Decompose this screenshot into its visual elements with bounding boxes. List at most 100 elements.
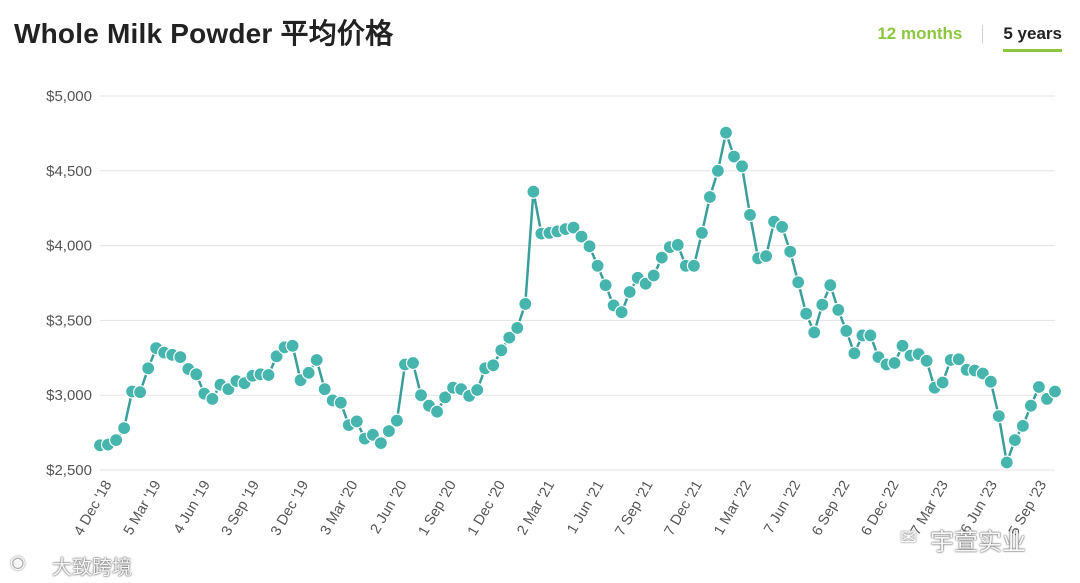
data-point[interactable] bbox=[799, 306, 814, 321]
y-tick-label: $4,500 bbox=[46, 163, 92, 180]
x-tick-label: 1 Mar '22 bbox=[711, 478, 755, 538]
data-point[interactable] bbox=[189, 367, 204, 382]
data-point[interactable] bbox=[807, 325, 822, 340]
data-point[interactable] bbox=[116, 421, 132, 436]
data-point[interactable] bbox=[598, 278, 613, 293]
data-point[interactable] bbox=[991, 409, 1006, 424]
x-tick-label: 1 Dec '20 bbox=[465, 478, 509, 539]
x-tick-label: 2 Mar '21 bbox=[514, 478, 558, 538]
data-point[interactable] bbox=[510, 320, 525, 335]
data-point[interactable] bbox=[686, 258, 702, 273]
data-point[interactable] bbox=[983, 374, 998, 389]
data-point[interactable] bbox=[774, 219, 790, 234]
data-point[interactable] bbox=[622, 284, 637, 300]
data-point[interactable] bbox=[847, 346, 862, 361]
x-tick-label: 4 Dec '18 bbox=[71, 478, 115, 539]
x-tick-label: 7 Jun '22 bbox=[761, 478, 804, 537]
data-point[interactable] bbox=[734, 159, 750, 174]
data-point[interactable] bbox=[349, 414, 364, 429]
data-point[interactable] bbox=[518, 296, 533, 311]
data-point[interactable] bbox=[309, 352, 324, 368]
data-point[interactable] bbox=[389, 413, 404, 428]
x-tick-label: 3 Dec '19 bbox=[268, 478, 312, 539]
data-point[interactable] bbox=[823, 278, 838, 293]
data-point[interactable] bbox=[430, 404, 445, 419]
x-tick-label: 7 Dec '21 bbox=[662, 478, 706, 539]
data-point[interactable] bbox=[935, 375, 950, 390]
watermark-text: 宇萱实业 bbox=[930, 529, 1026, 556]
data-point[interactable] bbox=[951, 352, 966, 367]
data-point[interactable] bbox=[670, 237, 685, 252]
y-tick-label: $4,000 bbox=[46, 238, 92, 255]
data-point[interactable] bbox=[1015, 418, 1031, 433]
data-point[interactable] bbox=[205, 391, 220, 406]
data-point[interactable] bbox=[405, 355, 421, 371]
data-point[interactable] bbox=[574, 229, 589, 244]
data-point[interactable] bbox=[831, 302, 846, 317]
data-point[interactable] bbox=[895, 338, 910, 353]
y-tick-label: $2,500 bbox=[46, 462, 92, 479]
data-point[interactable] bbox=[526, 184, 541, 199]
data-point[interactable] bbox=[1031, 379, 1047, 395]
data-point[interactable] bbox=[438, 390, 453, 405]
data-point[interactable] bbox=[502, 330, 517, 345]
x-tick-label: 3 Sep '19 bbox=[219, 478, 263, 539]
data-point[interactable] bbox=[614, 305, 629, 320]
data-point[interactable] bbox=[317, 382, 332, 397]
data-point[interactable] bbox=[413, 388, 429, 403]
data-point[interactable] bbox=[1023, 398, 1039, 413]
x-tick-label: 4 Jun '19 bbox=[171, 478, 214, 537]
data-point[interactable] bbox=[718, 125, 734, 140]
tab-12-months[interactable]: 12 months bbox=[877, 24, 963, 43]
data-point[interactable] bbox=[839, 323, 854, 338]
y-tick-label: $3,000 bbox=[46, 387, 92, 404]
data-point[interactable] bbox=[726, 149, 742, 164]
data-point[interactable] bbox=[333, 395, 348, 410]
data-point[interactable] bbox=[133, 385, 148, 400]
data-point[interactable] bbox=[381, 424, 396, 439]
data-point[interactable] bbox=[269, 349, 284, 364]
x-tick-label: 3 Mar '20 bbox=[318, 478, 362, 538]
data-point[interactable] bbox=[710, 163, 726, 178]
data-point[interactable] bbox=[646, 268, 661, 283]
x-tick-label: 1 Jun '21 bbox=[564, 478, 607, 537]
data-point[interactable] bbox=[815, 297, 830, 312]
data-point[interactable] bbox=[758, 249, 774, 264]
data-point[interactable] bbox=[486, 358, 501, 373]
wechat-icon: ✉ bbox=[900, 527, 917, 549]
time-range-tabs: 12 months 5 years bbox=[877, 24, 1062, 52]
watermark-text: 大致跨境 bbox=[52, 557, 132, 579]
data-point[interactable] bbox=[141, 361, 156, 376]
data-point[interactable] bbox=[863, 328, 878, 343]
data-point[interactable] bbox=[261, 367, 276, 383]
data-point[interactable] bbox=[582, 239, 597, 254]
data-point[interactable] bbox=[887, 355, 902, 371]
data-point[interactable] bbox=[1047, 384, 1063, 399]
data-point[interactable] bbox=[694, 225, 710, 240]
data-point[interactable] bbox=[285, 338, 300, 353]
data-point[interactable] bbox=[470, 382, 485, 398]
x-tick-label: 6 Sep '22 bbox=[809, 478, 853, 539]
tab-5-years[interactable]: 5 years bbox=[1003, 24, 1062, 52]
data-point[interactable] bbox=[590, 258, 605, 273]
x-tick-label: 5 Mar '19 bbox=[121, 478, 165, 538]
data-point[interactable] bbox=[1007, 433, 1023, 448]
data-point[interactable] bbox=[702, 189, 718, 205]
data-point[interactable] bbox=[373, 436, 388, 451]
data-point[interactable] bbox=[566, 220, 581, 235]
data-point[interactable] bbox=[654, 250, 669, 265]
data-point[interactable] bbox=[783, 244, 798, 259]
data-point[interactable] bbox=[742, 207, 758, 222]
page-title: Whole Milk Powder 平均价格 bbox=[14, 18, 394, 49]
data-point[interactable] bbox=[999, 455, 1014, 470]
data-point[interactable] bbox=[494, 343, 509, 358]
x-tick-label: 7 Sep '21 bbox=[612, 478, 656, 539]
data-point[interactable] bbox=[791, 275, 806, 290]
data-point[interactable] bbox=[301, 365, 316, 380]
data-point[interactable] bbox=[173, 350, 188, 365]
weibo-icon: ◉ bbox=[10, 552, 26, 572]
data-point[interactable] bbox=[919, 353, 934, 368]
y-tick-label: $5,000 bbox=[46, 88, 92, 105]
data-point[interactable] bbox=[108, 433, 124, 448]
x-tick-label: 6 Dec '22 bbox=[858, 478, 902, 539]
